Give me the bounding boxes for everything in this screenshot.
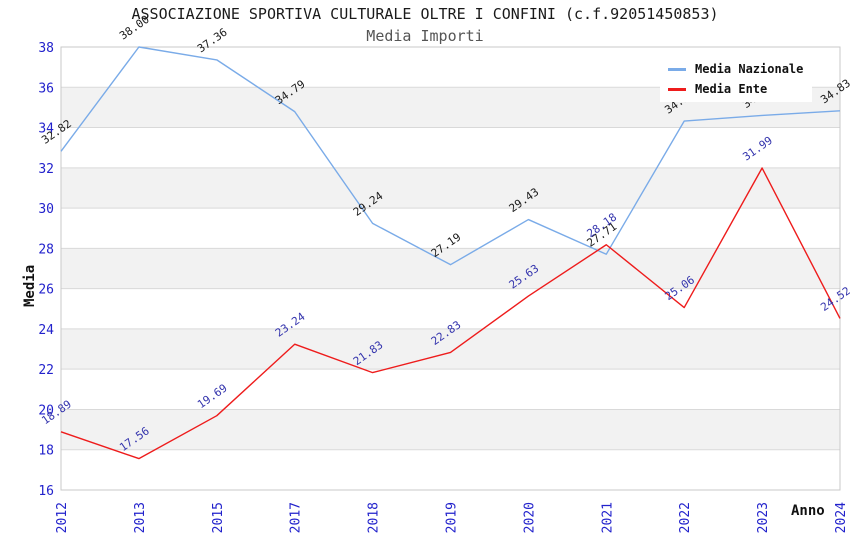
- y-tick-label: 18: [38, 444, 54, 459]
- legend-line-swatch-red-icon: [668, 87, 686, 91]
- grid-band: [61, 288, 840, 329]
- grid-band: [61, 208, 840, 249]
- x-tick-label: 2022: [678, 502, 693, 533]
- grid-band: [61, 449, 840, 490]
- x-tick-label: 2013: [133, 502, 148, 533]
- legend-item-media-nazionale: Media Nazionale: [660, 59, 812, 79]
- y-tick-label: 22: [38, 363, 54, 378]
- grid-band: [61, 167, 840, 209]
- legend-item-media-ente: Media Ente: [660, 79, 812, 99]
- x-tick-label: 2021: [600, 502, 615, 533]
- x-tick-label: 2023: [756, 502, 771, 533]
- data-label-media-nazionale-2013: 38.00: [117, 13, 152, 43]
- x-tick-label: 2017: [289, 502, 304, 533]
- grid-band: [61, 127, 840, 168]
- x-tick-label: 2015: [211, 502, 226, 533]
- x-axis-title: Anno: [791, 503, 825, 519]
- y-tick-label: 38: [38, 41, 54, 56]
- legend-line-swatch-blue-icon: [668, 67, 686, 71]
- grid-band: [61, 328, 840, 370]
- x-tick-label: 2020: [522, 502, 537, 533]
- y-tick-label: 16: [38, 484, 54, 499]
- grid-band: [61, 409, 840, 450]
- legend-label-media-ente: Media Ente: [695, 82, 768, 96]
- series-line-media-ente: [60, 167, 841, 460]
- y-tick-label: 20: [38, 403, 54, 418]
- y-tick-label: 36: [38, 81, 54, 96]
- grid-band: [61, 248, 840, 289]
- x-tick-label: 2019: [445, 502, 460, 533]
- legend: Media Nazionale Media Ente: [660, 56, 812, 102]
- x-tick-label: 2018: [367, 502, 382, 533]
- chart-title: ASSOCIAZIONE SPORTIVA CULTURALE OLTRE I …: [131, 5, 719, 23]
- y-tick-label: 34: [38, 122, 54, 137]
- chart-subtitle: Media Importi: [366, 27, 484, 45]
- legend-label-media-nazionale: Media Nazionale: [695, 62, 804, 76]
- plot-border: [60, 46, 841, 491]
- x-tick-label: 2024: [834, 502, 849, 533]
- series-line-media-nazionale: [60, 46, 841, 266]
- y-tick-label: 30: [38, 202, 54, 217]
- x-tick-label: 2012: [55, 502, 70, 533]
- y-tick-label: 26: [38, 283, 54, 298]
- y-axis-title: Media: [22, 264, 38, 307]
- y-tick-label: 32: [38, 162, 54, 177]
- y-tick-label: 28: [38, 242, 54, 257]
- grid-band: [61, 369, 840, 410]
- y-tick-label: 24: [38, 323, 54, 338]
